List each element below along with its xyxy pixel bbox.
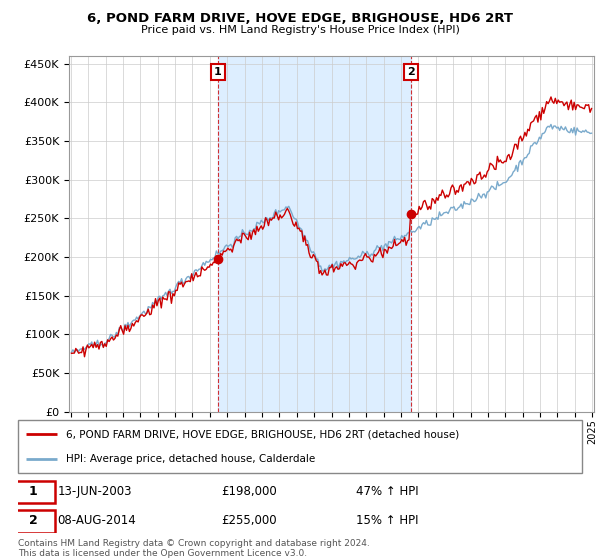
Text: 47% ↑ HPI: 47% ↑ HPI	[356, 485, 419, 498]
Text: 08-AUG-2014: 08-AUG-2014	[58, 514, 136, 528]
Text: 2: 2	[29, 514, 38, 528]
Text: 15% ↑ HPI: 15% ↑ HPI	[356, 514, 419, 528]
Text: 6, POND FARM DRIVE, HOVE EDGE, BRIGHOUSE, HD6 2RT (detached house): 6, POND FARM DRIVE, HOVE EDGE, BRIGHOUSE…	[66, 430, 459, 440]
Text: HPI: Average price, detached house, Calderdale: HPI: Average price, detached house, Cald…	[66, 454, 315, 464]
Text: 6, POND FARM DRIVE, HOVE EDGE, BRIGHOUSE, HD6 2RT: 6, POND FARM DRIVE, HOVE EDGE, BRIGHOUSE…	[87, 12, 513, 25]
Bar	[218, 56, 411, 412]
FancyBboxPatch shape	[18, 420, 582, 473]
Text: 2: 2	[407, 67, 415, 77]
Text: Price paid vs. HM Land Registry's House Price Index (HPI): Price paid vs. HM Land Registry's House …	[140, 25, 460, 35]
Text: 1: 1	[29, 485, 38, 498]
FancyBboxPatch shape	[13, 510, 55, 533]
Text: £255,000: £255,000	[221, 514, 277, 528]
Text: Contains HM Land Registry data © Crown copyright and database right 2024.
This d: Contains HM Land Registry data © Crown c…	[18, 539, 370, 558]
Text: £198,000: £198,000	[221, 485, 277, 498]
Text: 1: 1	[214, 67, 221, 77]
FancyBboxPatch shape	[13, 481, 55, 503]
Text: 13-JUN-2003: 13-JUN-2003	[58, 485, 132, 498]
